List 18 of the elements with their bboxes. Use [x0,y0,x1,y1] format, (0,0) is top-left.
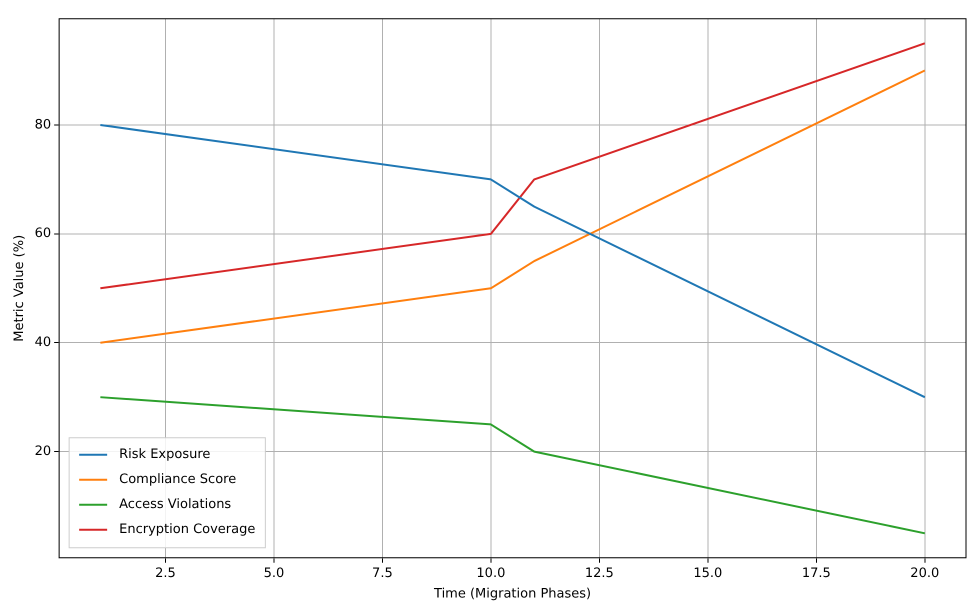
y-tick-label: 40 [34,335,52,350]
y-tick-label: 60 [34,226,52,242]
legend-label: Compliance Score [119,472,236,488]
x-tick-label: 5.0 [264,566,284,581]
x-tick-label: 20.0 [910,566,940,581]
x-tick-label: 7.5 [372,566,393,581]
legend-label: Access Violations [119,497,232,512]
y-axis-title: Metric Value (%) [12,234,28,342]
x-tick-label: 2.5 [155,566,176,581]
legend-label: Risk Exposure [119,447,210,462]
x-axis-title: Time (Migration Phases) [433,586,592,602]
y-tick-label: 20 [34,444,52,460]
x-tick-label: 12.5 [584,566,614,581]
x-tick-label: 15.0 [693,566,722,581]
x-tick-label: 10.0 [476,566,506,581]
legend-label: Encryption Coverage [119,522,256,538]
x-tick-label: 17.5 [802,566,831,581]
y-tick-label: 80 [34,117,52,132]
